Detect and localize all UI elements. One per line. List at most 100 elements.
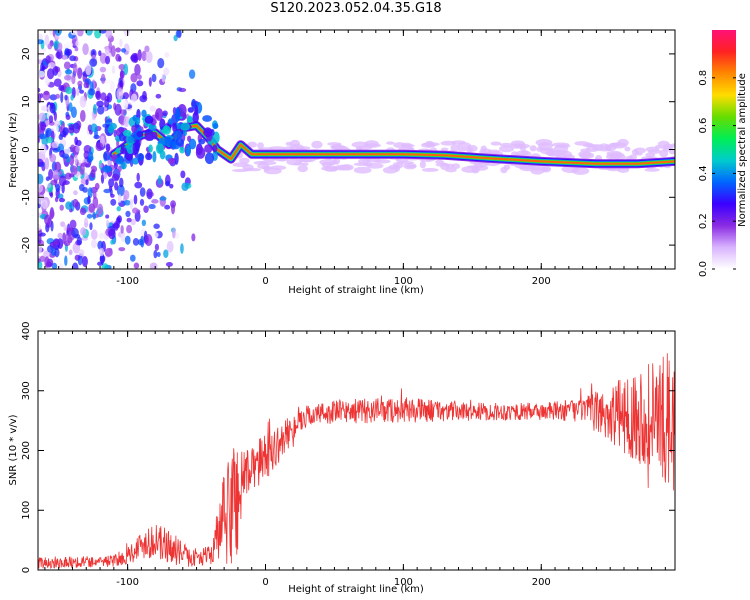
spectrogram-cell (105, 55, 111, 65)
spectrogram-cell (72, 62, 78, 74)
spectrogram-cell (60, 221, 66, 227)
spectrogram-cell (52, 169, 59, 180)
spectrogram-cell (580, 148, 591, 153)
spectrogram-cell (121, 48, 127, 53)
spectrogram-cell (75, 40, 80, 47)
spectrogram-cell (547, 148, 555, 157)
spectrogram-cell (49, 30, 53, 36)
spectrogram-cell (108, 247, 113, 254)
spectrogram-cell (116, 88, 124, 100)
spectrogram-cell (331, 143, 343, 150)
spectrogram-cell (520, 150, 529, 156)
spectrogram-cell (65, 114, 71, 120)
spectrogram-cell (79, 95, 87, 108)
spectrogram-cell (115, 47, 121, 53)
spectrogram-cell (98, 232, 105, 240)
spectrogram-blob (136, 130, 144, 138)
spectrogram-cell (450, 144, 460, 152)
spectrogram-cell (311, 140, 323, 149)
spectrogram-cell (395, 158, 409, 163)
spectrogram-cell (457, 147, 467, 152)
spectrogram-cell (529, 145, 537, 152)
spectrogram-cell (134, 64, 141, 76)
spectrogram-cell (63, 61, 71, 70)
spectrogram-cell (105, 219, 110, 227)
spectrogram-cell (133, 262, 140, 269)
snr-x-ticks: -100 0 100 200 (44, 331, 666, 588)
spectrogram-cell (129, 199, 133, 210)
spectrogram-cell (99, 66, 107, 73)
spectrogram-blob (145, 152, 153, 161)
spectrogram-blob (172, 130, 183, 141)
colorbar-tick-label: 0.8 (698, 70, 709, 86)
spectrogram-cell (90, 229, 98, 240)
spectrogram-cell (332, 166, 343, 170)
spectrogram-cell (84, 167, 92, 173)
spectrogram-cell (53, 124, 59, 135)
spectrogram-cell (85, 179, 89, 186)
spectrogram-cell (58, 175, 67, 187)
spectrogram-cell (117, 165, 122, 173)
spectrogram-blob (191, 98, 197, 110)
spectrogram-blob (148, 123, 157, 131)
spectrogram-cell (156, 251, 161, 258)
spectrogram-cell (45, 222, 50, 233)
spectrogram-cell (553, 149, 569, 154)
spectrogram-cell (99, 30, 107, 34)
spectrogram-cell (51, 141, 59, 149)
spectrogram-cell (169, 183, 174, 189)
spectrogram-cell (490, 141, 502, 146)
spectrogram-cell (74, 154, 78, 165)
spectrogram-blob (182, 129, 187, 137)
spectrogram-cell (149, 105, 156, 112)
spectrogram-cell (123, 200, 131, 206)
spectrogram-cell (111, 65, 116, 75)
spectrogram-blob (102, 165, 112, 173)
snr-y-tick-label: 400 (21, 321, 32, 340)
spectrogram-cell (297, 165, 308, 173)
spectrogram-cell (46, 136, 54, 144)
spectrogram-cell (92, 104, 97, 115)
spectrogram-blob (195, 147, 206, 159)
spectrogram-cell (65, 50, 71, 55)
spectrogram-blob (144, 134, 153, 141)
spectrogram-cell (90, 239, 98, 249)
spectrogram-blob (134, 139, 141, 152)
spectrogram-cell (38, 233, 42, 245)
spectrogram-cell (141, 219, 147, 227)
spectrogram-blob (198, 138, 206, 145)
spectrogram-cell (157, 57, 165, 69)
spectrogram-cell (123, 189, 130, 200)
spectrogram-cell (78, 184, 85, 192)
spectrogram-cell (591, 144, 605, 151)
colorbar-gradient (712, 30, 736, 269)
spectrogram-cell (136, 80, 144, 87)
spectrogram-blob (132, 157, 139, 165)
spectrogram-cell (366, 162, 384, 169)
spectrogram-cell (69, 55, 77, 62)
spectrogram-blob (187, 115, 193, 124)
spectrogram-cell (101, 263, 109, 269)
spectrogram-cell (153, 232, 159, 238)
spectrogram-cell (70, 144, 76, 153)
spectrogram-cell (76, 236, 82, 246)
spectrogram-cell (188, 69, 196, 80)
spectrogram-cell (94, 30, 102, 39)
spectrogram-blob (105, 143, 111, 152)
spectrogram-cell (617, 167, 630, 173)
spectrogram-cell (180, 170, 186, 179)
spectrogram-cell (48, 115, 54, 124)
spectrogram-blob (174, 152, 179, 165)
snr-x-tick-label: -100 (116, 577, 139, 588)
spectrogram-cell (123, 116, 130, 128)
spectrogram-cell (123, 63, 129, 76)
spectrogram-blob (202, 115, 213, 122)
spectrogram-cell (500, 166, 508, 174)
spectrogram-blob (168, 118, 173, 125)
spectrogram-cell (43, 250, 50, 258)
spectrogram-cell (474, 165, 489, 171)
spectrogram-cell (163, 249, 169, 258)
spectrogram-cell (153, 223, 160, 229)
spectrogram-cell (382, 166, 398, 174)
spectrogram-cell (68, 102, 73, 112)
